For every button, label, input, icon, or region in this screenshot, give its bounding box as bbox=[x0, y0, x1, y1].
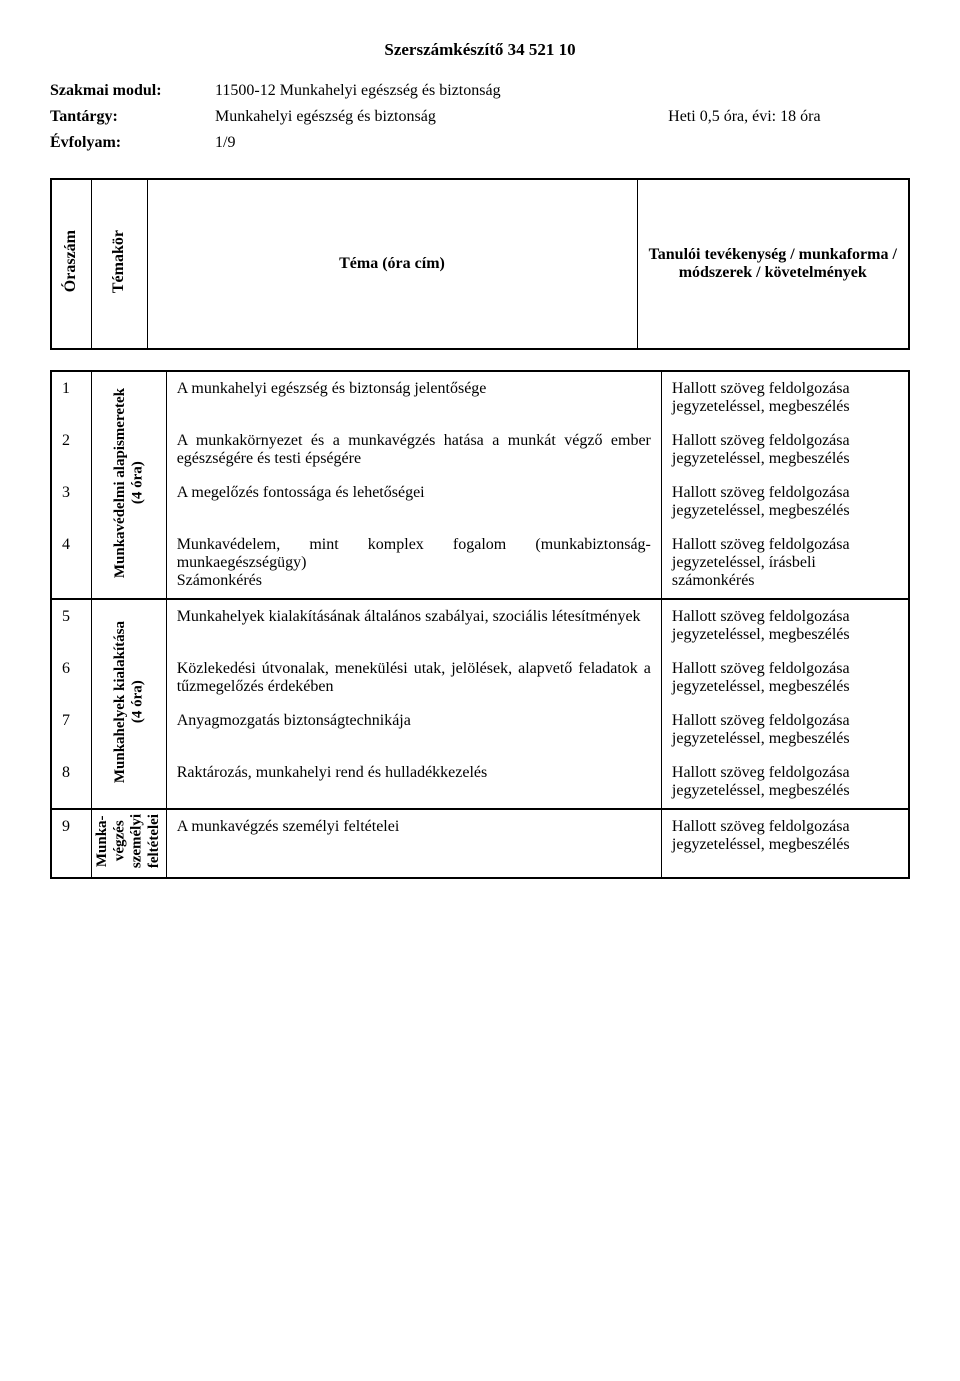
meta-hours: Heti 0,5 óra, évi: 18 óra bbox=[668, 104, 910, 130]
header-activity: Tanulói tevékenység / munkaforma / módsz… bbox=[637, 179, 909, 349]
activity-text: Hallott szöveg feldolgozása jegyzeteléss… bbox=[661, 652, 909, 704]
lesson-topic: Anyagmozgatás biztonságtechnikája bbox=[166, 704, 661, 756]
meta-table: Szakmai modul: 11500-12 Munkahelyi egész… bbox=[50, 78, 910, 156]
row-number: 9 bbox=[51, 809, 91, 878]
activity-text: Hallott szöveg feldolgozása jegyzeteléss… bbox=[661, 756, 909, 809]
row-number: 1 bbox=[51, 371, 91, 424]
topic-group-label: Munkavédelmi alapismeretek(4 óra) bbox=[91, 371, 166, 599]
lesson-topic: A megelőzés fontossága és lehetőségei bbox=[166, 476, 661, 528]
activity-text: Hallott szöveg feldolgozása jegyzeteléss… bbox=[661, 809, 909, 878]
lesson-topic: Közlekedési útvonalak, menekülési utak, … bbox=[166, 652, 661, 704]
meta-evfolyam-label: Évfolyam: bbox=[50, 130, 215, 156]
lesson-topic: A munkahelyi egészség és biztonság jelen… bbox=[166, 371, 661, 424]
meta-tantargy-label: Tantárgy: bbox=[50, 104, 215, 130]
lesson-topic: Munkavédelem, mint komplex fogalom (munk… bbox=[166, 528, 661, 599]
content-table: 1Munkavédelmi alapismeretek(4 óra)A munk… bbox=[50, 370, 910, 879]
lesson-topic: A munkavégzés személyi feltételei bbox=[166, 809, 661, 878]
lesson-topic: A munkakörnyezet és a munkavégzés hatása… bbox=[166, 424, 661, 476]
activity-text: Hallott szöveg feldolgozása jegyzeteléss… bbox=[661, 599, 909, 652]
meta-tantargy-value: Munkahelyi egészség és biztonság bbox=[215, 104, 668, 130]
row-number: 8 bbox=[51, 756, 91, 809]
row-number: 7 bbox=[51, 704, 91, 756]
lesson-topic: Munkahelyek kialakításának általános sza… bbox=[166, 599, 661, 652]
lesson-topic: Raktározás, munkahelyi rend és hulladékk… bbox=[166, 756, 661, 809]
activity-text: Hallott szöveg feldolgozása jegyzeteléss… bbox=[661, 371, 909, 424]
header-table: Óraszám Témakör Téma (óra cím) Tanulói t… bbox=[50, 178, 910, 350]
row-number: 6 bbox=[51, 652, 91, 704]
topic-group-label: Munka-végzésszemélyifeltételei bbox=[91, 809, 166, 878]
activity-text: Hallott szöveg feldolgozása jegyzeteléss… bbox=[661, 528, 909, 599]
activity-text: Hallott szöveg feldolgozása jegyzeteléss… bbox=[661, 704, 909, 756]
row-number: 2 bbox=[51, 424, 91, 476]
header-oraszam: Óraszám bbox=[51, 179, 91, 349]
header-temakor: Témakör bbox=[91, 179, 147, 349]
meta-modul-value: 11500-12 Munkahelyi egészség és biztonsá… bbox=[215, 78, 668, 104]
page-title: Szerszámkészítő 34 521 10 bbox=[50, 40, 910, 60]
header-tema: Téma (óra cím) bbox=[147, 179, 637, 349]
topic-group-label: Munkahelyek kialakítása(4 óra) bbox=[91, 599, 166, 809]
activity-text: Hallott szöveg feldolgozása jegyzeteléss… bbox=[661, 476, 909, 528]
row-number: 3 bbox=[51, 476, 91, 528]
activity-text: Hallott szöveg feldolgozása jegyzeteléss… bbox=[661, 424, 909, 476]
row-number: 4 bbox=[51, 528, 91, 599]
row-number: 5 bbox=[51, 599, 91, 652]
meta-evfolyam-value: 1/9 bbox=[215, 130, 668, 156]
meta-modul-label: Szakmai modul: bbox=[50, 78, 215, 104]
